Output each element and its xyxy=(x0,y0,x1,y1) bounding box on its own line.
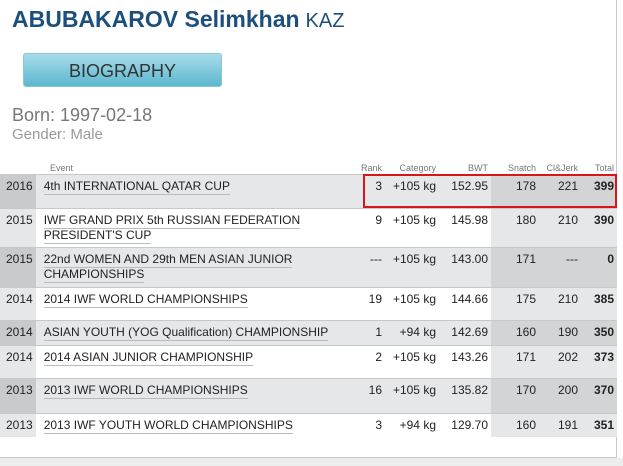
total-cell: 0 xyxy=(581,247,617,287)
gender: Gender: Male xyxy=(12,126,103,143)
event-link[interactable]: 2014 IWF WORLD CHAMPIONSHIPS xyxy=(43,291,248,308)
cljerk-cell: 210 xyxy=(539,287,581,320)
header-event: Event xyxy=(50,162,74,173)
event-link[interactable]: IWF GRAND PRIX 5th RUSSIAN FEDERATION PR… xyxy=(43,212,301,244)
header-bwt: BWT xyxy=(468,162,488,173)
category-cell: +105 kg xyxy=(385,287,439,320)
bwt-cell: 143.00 xyxy=(439,247,491,287)
results-table: Event Rank Category BWT Snatch Cl&Jerk T… xyxy=(0,161,617,437)
rank-cell: 16 xyxy=(355,378,385,413)
table-header: Event Rank Category BWT Snatch Cl&Jerk T… xyxy=(0,161,617,174)
table-row: 2015 IWF GRAND PRIX 5th RUSSIAN FEDERATIO… xyxy=(0,208,617,247)
event-link[interactable]: 2013 IWF YOUTH WORLD CHAMPIONSHIPS xyxy=(43,417,293,434)
table-row: 2014 2014 ASIAN JUNIOR CHAMPIONSHIP 2 +105 … xyxy=(0,345,617,378)
category-cell: +94 kg xyxy=(385,413,439,437)
snatch-cell: 160 xyxy=(491,413,539,437)
header-total: Total xyxy=(594,162,614,173)
category-cell: +105 kg xyxy=(385,345,439,378)
table-row: 2016 4th INTERNATIONAL QATAR CUP 3 +105 kg 1… xyxy=(0,174,617,208)
event-cell: 2014 IWF WORLD CHAMPIONSHIPS xyxy=(35,287,355,320)
rank-cell: 9 xyxy=(355,208,385,247)
snatch-cell: 175 xyxy=(491,287,539,320)
category-cell: +105 kg xyxy=(385,378,439,413)
year-cell: 2013 xyxy=(0,413,36,437)
year-cell: 2014 xyxy=(0,345,36,378)
athlete-name-text: ABUBAKAROV Selimkhan xyxy=(12,6,300,32)
bwt-cell: 142.69 xyxy=(439,320,491,345)
year-cell: 2014 xyxy=(0,287,36,320)
bwt-cell: 152.95 xyxy=(439,174,491,208)
total-cell: 390 xyxy=(581,208,617,247)
event-cell: ASIAN YOUTH (YOG Qualification) CHAMPION… xyxy=(35,320,355,345)
event-link[interactable]: ASIAN YOUTH (YOG Qualification) CHAMPION… xyxy=(43,324,329,341)
cljerk-cell: --- xyxy=(539,247,581,287)
event-cell: 22nd WOMEN AND 29th MEN ASIAN JUNIOR CHA… xyxy=(35,247,355,287)
cljerk-cell: 190 xyxy=(539,320,581,345)
rank-cell: --- xyxy=(355,247,385,287)
total-cell: 351 xyxy=(581,413,617,437)
rank-cell: 1 xyxy=(355,320,385,345)
snatch-cell: 171 xyxy=(491,345,539,378)
snatch-cell: 180 xyxy=(491,208,539,247)
year-cell: 2015 xyxy=(0,208,36,247)
table-row: 2014 ASIAN YOUTH (YOG Qualification) CHAM… xyxy=(0,320,617,345)
event-link[interactable]: 2014 ASIAN JUNIOR CHAMPIONSHIP xyxy=(43,349,254,366)
rank-cell: 3 xyxy=(355,174,385,208)
snatch-cell: 171 xyxy=(491,247,539,287)
bwt-cell: 129.70 xyxy=(439,413,491,437)
event-cell: 2013 IWF YOUTH WORLD CHAMPIONSHIPS xyxy=(35,413,355,437)
total-cell: 399 xyxy=(581,174,617,208)
table-row: 2014 2014 IWF WORLD CHAMPIONSHIPS 19 +105 k… xyxy=(0,287,617,320)
cljerk-cell: 191 xyxy=(539,413,581,437)
event-link[interactable]: 4th INTERNATIONAL QATAR CUP xyxy=(43,178,230,195)
snatch-cell: 178 xyxy=(491,174,539,208)
bwt-cell: 145.98 xyxy=(439,208,491,247)
year-cell: 2016 xyxy=(0,174,36,208)
category-cell: +105 kg xyxy=(385,208,439,247)
cljerk-cell: 200 xyxy=(539,378,581,413)
total-cell: 350 xyxy=(581,320,617,345)
header-category: Category xyxy=(399,162,436,173)
table-row: 2013 2013 IWF WORLD CHAMPIONSHIPS 16 +105 k… xyxy=(0,378,617,413)
year-cell: 2014 xyxy=(0,320,36,345)
table-row: 2015 22nd WOMEN AND 29th MEN ASIAN JUNIOR… xyxy=(0,247,617,287)
event-cell: IWF GRAND PRIX 5th RUSSIAN FEDERATION PR… xyxy=(35,208,355,247)
snatch-cell: 170 xyxy=(491,378,539,413)
born-date: Born: 1997-02-18 xyxy=(12,105,153,125)
category-cell: +105 kg xyxy=(385,174,439,208)
category-cell: +105 kg xyxy=(385,247,439,287)
year-cell: 2013 xyxy=(0,378,36,413)
category-cell: +94 kg xyxy=(385,320,439,345)
table-row: 2013 2013 IWF YOUTH WORLD CHAMPIONSHIPS 3 +… xyxy=(0,413,617,437)
event-cell: 4th INTERNATIONAL QATAR CUP xyxy=(35,174,355,208)
total-cell: 373 xyxy=(581,345,617,378)
total-cell: 370 xyxy=(581,378,617,413)
bwt-cell: 144.66 xyxy=(439,287,491,320)
header-cljerk: Cl&Jerk xyxy=(546,162,578,173)
header-rank: Rank xyxy=(360,162,382,173)
event-cell: 2014 ASIAN JUNIOR CHAMPIONSHIP xyxy=(35,345,355,378)
rank-cell: 2 xyxy=(355,345,385,378)
athlete-name: ABUBAKAROV Selimkhan KAZ xyxy=(12,6,344,33)
biography-button[interactable]: BIOGRAPHY xyxy=(23,53,222,87)
event-link[interactable]: 2013 IWF WORLD CHAMPIONSHIPS xyxy=(43,382,248,399)
header-snatch: Snatch xyxy=(507,162,536,173)
total-cell: 385 xyxy=(581,287,617,320)
cljerk-cell: 210 xyxy=(539,208,581,247)
rank-cell: 19 xyxy=(355,287,385,320)
page-background xyxy=(0,458,623,466)
athlete-country: KAZ xyxy=(305,10,345,32)
event-cell: 2013 IWF WORLD CHAMPIONSHIPS xyxy=(35,378,355,413)
bwt-cell: 135.82 xyxy=(439,378,491,413)
snatch-cell: 160 xyxy=(491,320,539,345)
event-link[interactable]: 22nd WOMEN AND 29th MEN ASIAN JUNIOR CHA… xyxy=(43,251,293,283)
cljerk-cell: 202 xyxy=(539,345,581,378)
rank-cell: 3 xyxy=(355,413,385,437)
bwt-cell: 143.26 xyxy=(439,345,491,378)
cljerk-cell: 221 xyxy=(539,174,581,208)
year-cell: 2015 xyxy=(0,247,36,287)
